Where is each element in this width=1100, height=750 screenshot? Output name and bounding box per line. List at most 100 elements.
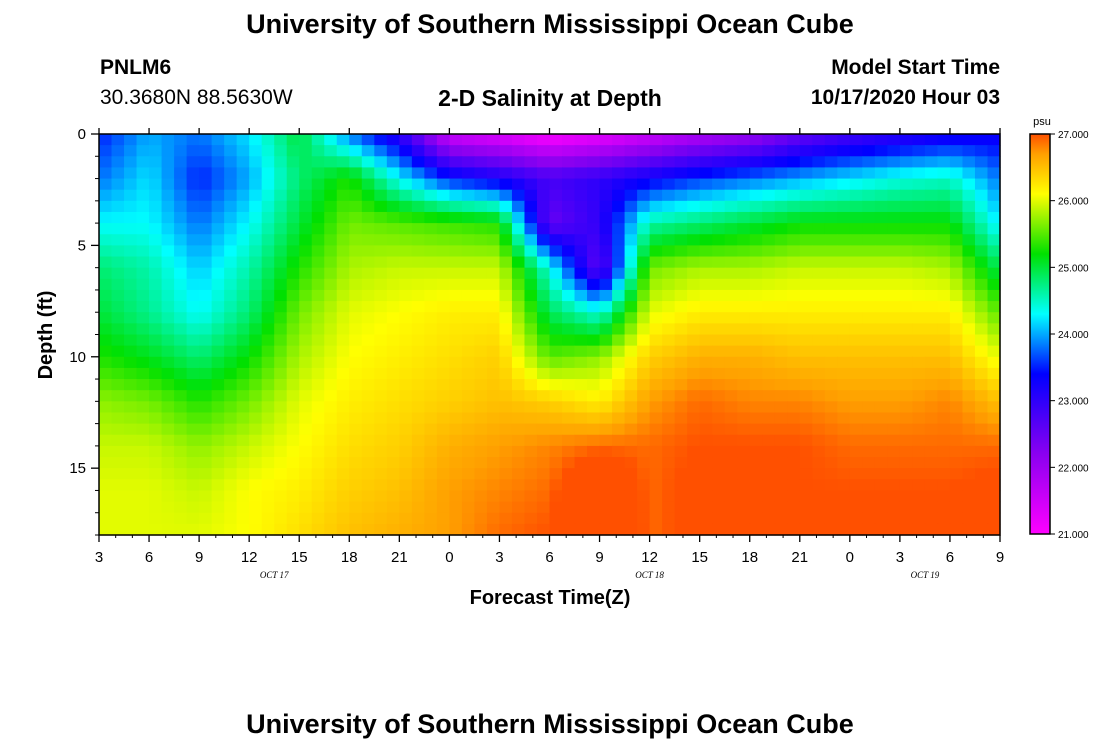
heatmap-cell: [411, 289, 425, 302]
heatmap-cell: [674, 523, 688, 536]
heatmap-cell: [937, 178, 951, 191]
heatmap-cell: [224, 211, 238, 224]
heatmap-cell: [211, 167, 225, 180]
heatmap-cell: [712, 289, 726, 302]
heatmap-cell: [649, 479, 663, 492]
heatmap-cell: [149, 323, 163, 336]
heatmap-cell: [662, 479, 676, 492]
heatmap-cell: [274, 267, 288, 280]
heatmap-cell: [937, 512, 951, 525]
heatmap-cell: [524, 189, 538, 202]
heatmap-cell: [511, 134, 526, 146]
heatmap-cell: [687, 379, 701, 391]
heatmap-cell: [361, 200, 375, 213]
heatmap-cell: [299, 312, 313, 324]
heatmap-cell: [749, 211, 763, 224]
heatmap-cell: [399, 267, 413, 280]
heatmap-cell: [837, 289, 851, 302]
heatmap-cell: [411, 334, 425, 347]
heatmap-cell: [899, 234, 913, 246]
heatmap-cell: [436, 334, 450, 347]
heatmap-cell: [799, 167, 813, 180]
heatmap-cell: [386, 223, 400, 235]
heatmap-cell: [724, 245, 738, 258]
heatmap-cell: [949, 457, 964, 469]
heatmap-cell: [724, 379, 738, 391]
heatmap-cell: [149, 512, 163, 525]
heatmap-cell: [274, 501, 288, 514]
heatmap-cell: [474, 245, 488, 258]
heatmap-cell: [587, 223, 601, 235]
heatmap-cell: [587, 200, 601, 213]
heatmap-cell: [874, 312, 888, 324]
heatmap-cell: [461, 145, 476, 157]
heatmap-cell: [799, 523, 813, 536]
heatmap-cell: [599, 501, 613, 514]
heatmap-cell: [574, 390, 588, 402]
heatmap-cell: [149, 245, 163, 258]
heatmap-cell: [699, 512, 713, 525]
heatmap-cell: [311, 256, 325, 269]
heatmap-cell: [962, 468, 976, 480]
heatmap-cell: [261, 501, 275, 514]
heatmap-cell: [399, 379, 413, 391]
heatmap-cell: [749, 134, 763, 146]
heatmap-cell: [536, 401, 551, 414]
heatmap-cell: [249, 390, 263, 402]
heatmap-cell: [912, 423, 926, 436]
heatmap-cell: [887, 479, 901, 492]
heatmap-cell: [224, 468, 238, 480]
heatmap-cell: [249, 401, 263, 414]
heatmap-cell: [511, 512, 526, 525]
heatmap-cell: [349, 367, 363, 380]
heatmap-cell: [662, 434, 676, 447]
heatmap-cell: [899, 312, 913, 324]
heatmap-cell: [161, 234, 175, 246]
heatmap-cell: [436, 134, 450, 146]
heatmap-cell: [299, 267, 313, 280]
heatmap-cell: [837, 390, 851, 402]
heatmap-cell: [624, 445, 638, 458]
x-tick-label: 18: [741, 549, 758, 566]
heatmap-cell: [549, 379, 563, 391]
heatmap-cell: [712, 245, 726, 258]
heatmap-cell: [912, 434, 926, 447]
heatmap-cell: [899, 512, 913, 525]
heatmap-cell: [374, 457, 388, 469]
heatmap-cell: [424, 267, 438, 280]
heatmap-cell: [274, 312, 288, 324]
heatmap-cell: [549, 234, 563, 246]
heatmap-cell: [924, 267, 939, 280]
heatmap-cell: [987, 134, 1001, 146]
heatmap-cell: [436, 156, 450, 169]
heatmap-cell: [899, 412, 913, 425]
heatmap-cell: [912, 445, 926, 458]
heatmap-cell: [524, 468, 538, 480]
colorbar-tick-label: 27.000: [1058, 130, 1089, 141]
heatmap-cell: [962, 523, 976, 536]
heatmap-cell: [149, 167, 163, 180]
heatmap-cell: [949, 156, 964, 169]
heatmap-cell: [374, 479, 388, 492]
heatmap-cell: [199, 156, 213, 169]
heatmap-cell: [774, 178, 788, 191]
heatmap-cell: [274, 167, 288, 180]
heatmap-cell: [699, 278, 713, 291]
heatmap-cell: [511, 289, 526, 302]
heatmap-cell: [899, 367, 913, 380]
heatmap-cell: [324, 323, 338, 336]
heatmap-cell: [587, 189, 601, 202]
heatmap-cell: [336, 145, 350, 157]
heatmap-cell: [311, 278, 325, 291]
heatmap-cell: [311, 312, 325, 324]
heatmap-cell: [949, 223, 964, 235]
heatmap-cell: [749, 156, 763, 169]
heatmap-cell: [699, 256, 713, 269]
heatmap-cell: [724, 423, 738, 436]
heatmap-cell: [311, 401, 325, 414]
heatmap-cell: [236, 412, 250, 425]
heatmap-cell: [624, 200, 638, 213]
heatmap-cell: [599, 134, 613, 146]
heatmap-cell: [874, 423, 888, 436]
heatmap-cell: [587, 245, 601, 258]
